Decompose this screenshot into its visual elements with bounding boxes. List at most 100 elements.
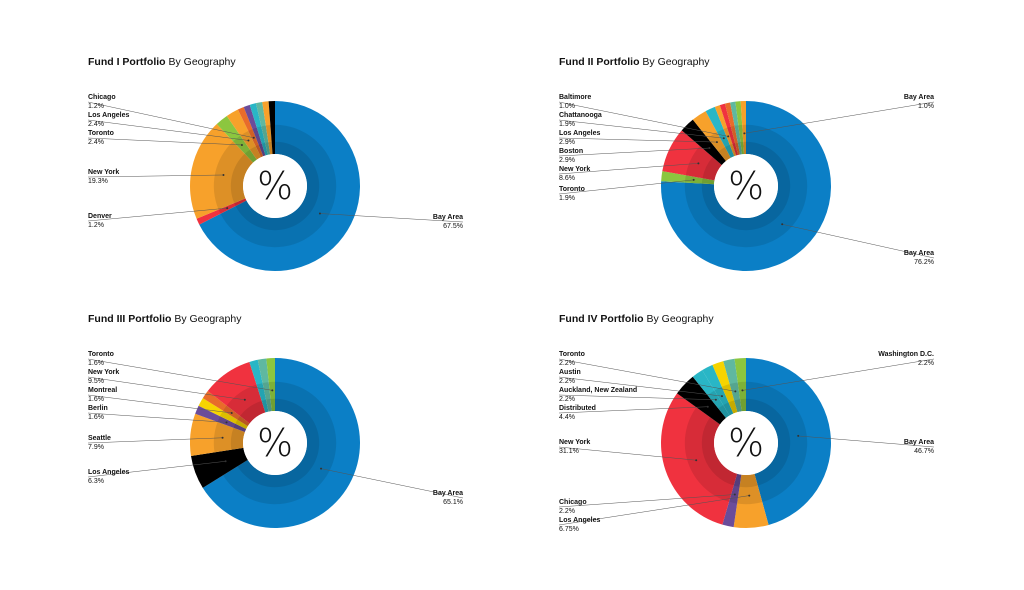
slice-label-toronto: Toronto 2.4% <box>87 130 243 146</box>
fund-2-panel: Fund II Portfolio By Geography % Bay Area… <box>558 56 979 306</box>
chart-title-rest: By Geography <box>174 313 242 325</box>
donut-hole <box>243 411 307 475</box>
slice-label-new-york: New York 9.5% <box>87 369 246 401</box>
pie-slice-toronto <box>723 358 742 413</box>
slice-label-boston: Boston 2.9% <box>558 147 711 164</box>
slice-label-bay-area: Bay Area 1.0% <box>743 94 934 135</box>
pie-slice-other <box>730 101 743 155</box>
slice-label-los-angeles: Los Angeles 2.9% <box>558 130 718 146</box>
slice-name: Berlin <box>88 405 108 412</box>
percent-symbol-icon: % <box>728 164 764 208</box>
pie-slice-los-angeles <box>190 447 248 488</box>
pie-slice-toronto <box>266 358 275 412</box>
slice-label-toronto: Toronto 1.9% <box>558 178 695 202</box>
slice-label-new-york: New York 31.1% <box>558 439 698 462</box>
pie-slice-new-york <box>207 361 266 424</box>
pie-slice-montreal <box>202 391 250 427</box>
slice-label-auckland-new-zealand: Auckland, New Zealand 2.2% <box>558 387 717 403</box>
donut-hole <box>714 411 778 475</box>
slice-name: Toronto <box>559 186 585 193</box>
slice-value: 8.6% <box>559 175 575 182</box>
chart-title: Fund II Portfolio By Geography <box>559 56 710 68</box>
pie-slice-auckland-new-zealand <box>692 370 730 419</box>
chart-title-bold: Fund II Portfolio <box>559 56 640 68</box>
slice-value: 9.5% <box>88 378 104 385</box>
slice-label-seattle: Seattle 7.9% <box>87 435 224 451</box>
slice-value: 4.4% <box>559 414 575 421</box>
pie-slice-other <box>735 101 744 155</box>
slice-value: 2.2% <box>918 360 934 367</box>
slice-name: Bay Area <box>904 439 934 446</box>
slice-name: Denver <box>88 213 112 220</box>
chart-title-bold: Fund IV Portfolio <box>559 313 644 325</box>
pie-slice-toronto <box>216 115 257 163</box>
pie-slice-other <box>712 361 738 414</box>
pie-slice-bay-area <box>199 101 360 271</box>
pie-slice-new-york <box>662 130 722 181</box>
slice-name: Bay Area <box>904 94 934 101</box>
pie-slice-other <box>262 101 273 155</box>
slice-value: 2.2% <box>559 396 575 403</box>
slice-name: Los Angeles <box>559 517 600 524</box>
slice-value: 1.9% <box>559 195 575 202</box>
fund-4-donut-chart: % Bay Area 46.7% Los Angeles 6.75% Chicago 2.2… <box>558 351 934 533</box>
fund-3-panel: Fund III Portfolio By Geography % Bay Are… <box>87 313 508 563</box>
slice-label-los-angeles: Los Angeles 2.4% <box>87 112 250 142</box>
pie-slice-denver <box>196 198 247 225</box>
percent-symbol-icon: % <box>728 421 764 465</box>
donut-hole <box>714 154 778 218</box>
chart-title-rest: By Geography <box>168 56 236 68</box>
pie-slice-other <box>249 103 268 156</box>
slice-label-austin: Austin 2.2% <box>558 369 723 398</box>
slice-name: Bay Area <box>433 214 463 221</box>
chart-title: Fund I Portfolio By Geography <box>88 56 236 68</box>
slice-name: Toronto <box>559 351 585 358</box>
slice-value: 1.0% <box>559 103 575 110</box>
slice-name: Washington D.C. <box>878 351 934 358</box>
donut-hole <box>243 154 307 218</box>
pie-slice-seattle <box>190 413 245 456</box>
slice-value: 2.9% <box>559 139 575 146</box>
pie-slice-other <box>255 101 271 155</box>
slice-value: 1.6% <box>88 414 104 421</box>
slice-name: Austin <box>559 369 581 376</box>
pie-slice-los-angeles <box>692 111 731 162</box>
slice-name: Los Angeles <box>559 130 600 137</box>
slice-name: Baltimore <box>559 94 591 101</box>
pie-slice-new-york <box>190 124 254 219</box>
pie-slice-boston <box>681 119 726 166</box>
slice-name: Toronto <box>88 351 114 358</box>
slice-name: Boston <box>559 148 583 155</box>
slice-name: Montreal <box>88 387 117 394</box>
pie-slice-other <box>257 358 272 412</box>
slice-value: 76.2% <box>914 259 934 266</box>
chart-title-rest: By Geography <box>646 313 714 325</box>
pie-slice-bay-area <box>746 358 831 525</box>
slice-name: Los Angeles <box>88 469 129 476</box>
slice-value: 2.4% <box>88 139 104 146</box>
fund-1-panel: Fund I Portfolio By Geography % Bay Area 6… <box>87 56 508 306</box>
slice-value: 2.2% <box>559 378 575 385</box>
fund-3-donut-chart: % Bay Area 65.1% Los Angeles 6.3% Seattle 7.9%… <box>87 351 463 528</box>
percent-symbol-icon: % <box>257 164 293 208</box>
slice-name: New York <box>88 369 119 376</box>
slice-name: Chicago <box>559 499 587 506</box>
pie-slice-berlin <box>195 405 247 432</box>
slice-value: 2.2% <box>559 360 575 367</box>
slice-value: 31.1% <box>559 448 579 455</box>
pie-slice-los-angeles <box>226 109 262 160</box>
slice-name: Bay Area <box>433 490 463 497</box>
slice-name: New York <box>559 166 590 173</box>
slice-value: 1.0% <box>918 103 934 110</box>
fund-1-donut-chart: % Bay Area 67.5% Denver 1.2% New York 19.3% Tor… <box>87 94 463 271</box>
slice-name: New York <box>88 169 119 176</box>
slice-name: Chattanooga <box>559 112 602 119</box>
slice-label-chicago: Chicago 1.2% <box>87 94 255 139</box>
pie-slice-toronto <box>661 171 715 185</box>
fund-2-donut-chart: % Bay Area 76.2% Toronto 1.9% New York 8.6% Bos… <box>558 94 934 271</box>
slice-value: 2.9% <box>559 157 575 164</box>
slice-value: 1.6% <box>88 360 104 367</box>
pie-slice-other <box>243 104 266 157</box>
pie-slice-chicago <box>237 106 264 158</box>
pie-slice-bay-area <box>740 101 746 155</box>
